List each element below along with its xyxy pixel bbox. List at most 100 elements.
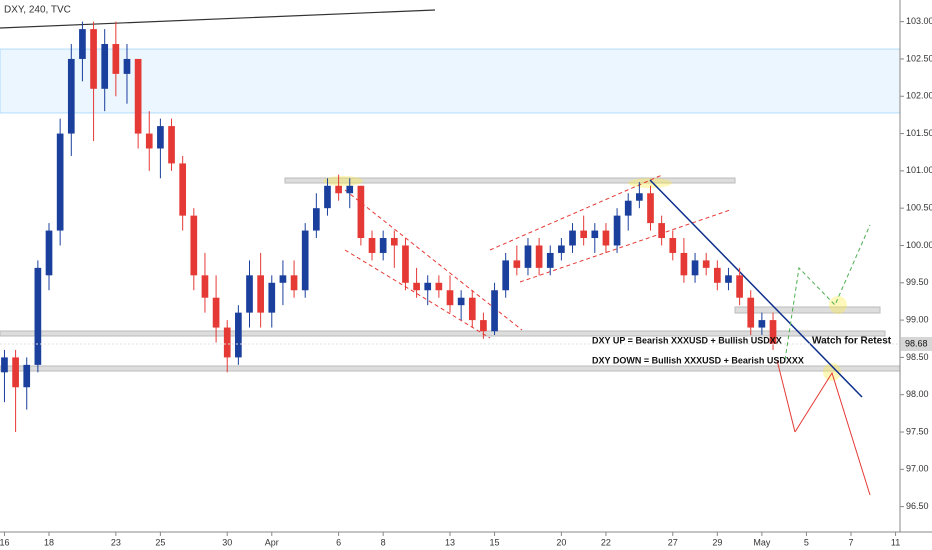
- x-tick-label: 18: [44, 537, 54, 547]
- level-zone: [0, 330, 886, 337]
- channel-line: [344, 249, 491, 339]
- x-tick-label: 20: [556, 537, 566, 547]
- y-tick-label: 102.00: [906, 91, 932, 101]
- candle-body: [669, 238, 677, 253]
- x-tick-label: 29: [712, 537, 722, 547]
- candle-body: [424, 282, 432, 291]
- candle-body: [580, 230, 588, 239]
- candle-body: [535, 245, 543, 268]
- y-tick-label: 100.50: [906, 203, 932, 213]
- y-tick-label: 98.00: [906, 389, 929, 399]
- x-tick-label: 16: [0, 537, 9, 547]
- candle-body: [725, 275, 732, 283]
- candle-body: [324, 185, 331, 209]
- y-tick-label: 102.50: [906, 53, 932, 63]
- x-tick-label: 11: [891, 537, 900, 547]
- x-tick-label: 23: [111, 537, 121, 547]
- candle-body: [223, 327, 231, 358]
- candle-body: [769, 320, 777, 344]
- candle-body: [357, 185, 365, 239]
- level-zone: [734, 306, 881, 314]
- y-tick-label: 99.00: [906, 314, 929, 324]
- candle-body: [301, 230, 309, 291]
- candle-body: [736, 275, 743, 298]
- candle-body: [90, 29, 97, 89]
- candle-body: [34, 267, 42, 365]
- candle-body: [413, 282, 420, 291]
- candle-body: [680, 252, 688, 276]
- x-tick-label: 13: [445, 537, 455, 547]
- highlight: [823, 363, 841, 381]
- y-tick-label: 101.50: [906, 128, 932, 138]
- candle-body: [346, 185, 354, 194]
- candle-body: [546, 252, 554, 268]
- highlight: [829, 296, 847, 314]
- candle-body: [168, 126, 175, 164]
- candle-body: [446, 290, 454, 306]
- y-tick-label: 96.50: [906, 501, 929, 511]
- candle-body: [513, 260, 521, 268]
- annotation: DXY DOWN = Bullish XXXUSD + Bearish USDX…: [592, 355, 804, 365]
- candle-body: [402, 245, 409, 283]
- last-price-box: [901, 336, 932, 351]
- candle-body: [67, 58, 75, 134]
- x-tick-label: 6: [336, 537, 341, 547]
- y-tick-label: 103.00: [906, 16, 932, 26]
- candle-body: [524, 245, 532, 268]
- candle-body: [636, 193, 643, 201]
- y-tick-label: 100.00: [906, 240, 932, 250]
- candle-body: [112, 44, 120, 74]
- last-price-label: 98.68: [905, 338, 928, 348]
- candle-body: [480, 320, 487, 332]
- resistance-zone: [0, 48, 901, 114]
- channel-line: [519, 209, 731, 283]
- x-tick-label: Apr: [265, 537, 279, 547]
- candle-body: [1, 357, 8, 373]
- candle-body: [569, 230, 576, 246]
- candle-body: [624, 200, 632, 216]
- candle-body: [747, 297, 755, 328]
- x-tick-label: 30: [222, 537, 232, 547]
- scenario-arrow: [776, 359, 796, 433]
- y-tick-label: 101.00: [906, 165, 932, 175]
- trendline: [0, 9, 436, 29]
- candle-body: [79, 29, 86, 59]
- chart-title: DXY, 240, TVC: [4, 5, 71, 16]
- candle-body: [335, 185, 342, 194]
- candle-body: [212, 297, 220, 328]
- candle-body: [658, 223, 665, 239]
- y-tick-label: 97.50: [906, 426, 929, 436]
- candle-body: [268, 282, 276, 313]
- annotation: Watch for Retest: [812, 336, 892, 347]
- x-tick-label: 25: [155, 537, 165, 547]
- y-tick-label: 97.00: [906, 464, 929, 474]
- candle-body: [23, 364, 31, 388]
- candles: [1, 21, 777, 433]
- candle-body: [591, 230, 599, 239]
- x-tick-label: 7: [848, 537, 853, 547]
- candle-body: [201, 275, 209, 298]
- x-tick-label: 8: [381, 537, 386, 547]
- candle-body: [457, 297, 465, 306]
- drawings: [0, 9, 901, 496]
- candle-body: [279, 275, 287, 283]
- x-tick-label: 22: [601, 537, 611, 547]
- level-zone: [0, 365, 901, 372]
- candle-body: [101, 44, 109, 89]
- candle-body: [45, 230, 53, 276]
- annotation: DXY UP = Bearish XXXUSD + Bullish USDXX: [592, 335, 782, 345]
- candle-body: [246, 275, 253, 313]
- channel-line: [489, 174, 663, 251]
- y-tick-label: 98.50: [906, 352, 929, 362]
- candle-body: [647, 193, 654, 224]
- candle-body: [12, 357, 19, 388]
- candle-body: [558, 245, 565, 253]
- candle-body: [145, 133, 153, 149]
- candle-body: [758, 320, 766, 328]
- candle-body: [691, 260, 699, 276]
- x-tick-label: 27: [668, 537, 678, 547]
- highlight: [323, 176, 363, 186]
- candle-body: [257, 275, 264, 313]
